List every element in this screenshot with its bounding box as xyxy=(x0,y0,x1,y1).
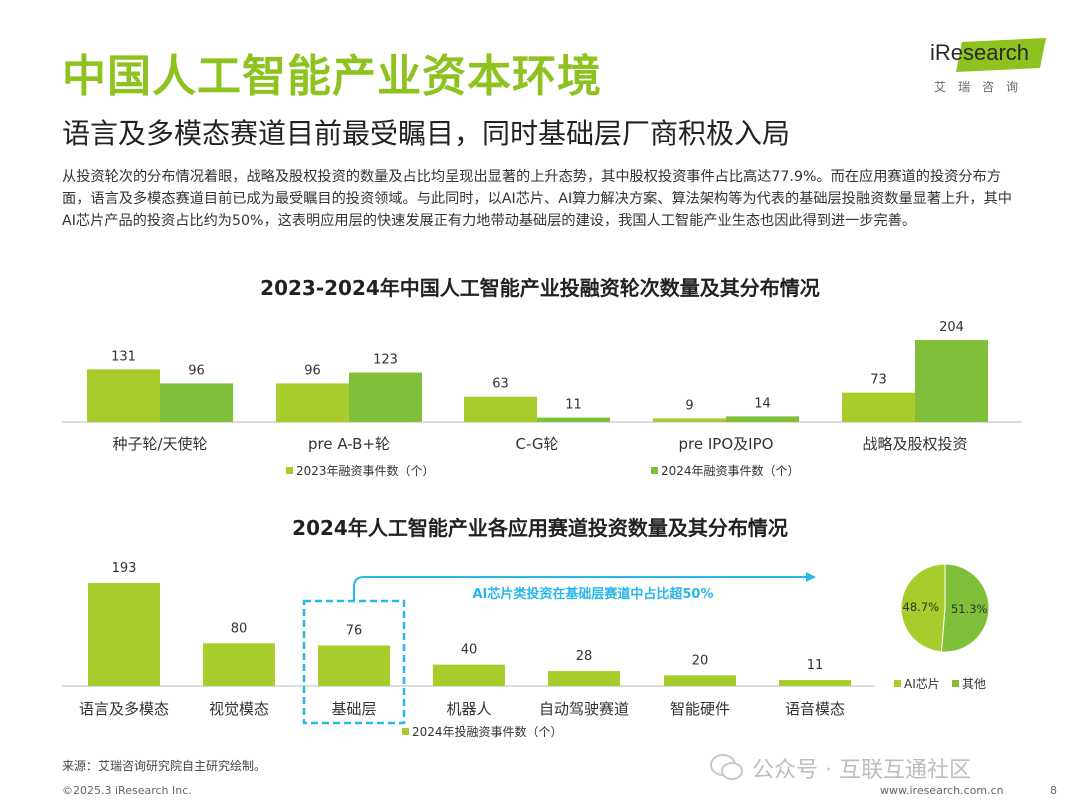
website: www.iresearch.com.cn xyxy=(880,784,1004,797)
pie-value-label: 51.3% xyxy=(951,602,988,616)
logo-name: iResearch xyxy=(930,40,1030,65)
bar-2023-1 xyxy=(276,383,349,422)
annotation-arrow-line xyxy=(353,576,808,601)
pie-legend-swatch xyxy=(894,680,901,687)
bar-5 xyxy=(664,675,736,686)
page-title: 中国人工智能产业资本环境 xyxy=(62,51,602,102)
bar-value-label: 193 xyxy=(112,561,137,576)
bar-value-label: 204 xyxy=(939,320,964,335)
bar-2 xyxy=(318,645,390,686)
annotation-text: AI芯片类投资在基础层赛道中占比超50% xyxy=(472,586,713,602)
bar-2023-3 xyxy=(653,418,726,422)
pie-legend-swatch xyxy=(952,680,959,687)
chart2-title: 2024年人工智能产业各应用赛道投资数量及其分布情况 xyxy=(292,516,788,540)
description-text: 从投资轮次的分布情况着眼，战略及股权投资的数量及占比均呈现出显著的上升态势，其中… xyxy=(62,169,1012,229)
category-label: pre A-B+轮 xyxy=(308,435,390,453)
iresearch-logo: iResearch 艾瑞咨询 xyxy=(922,38,1052,98)
pie-slice-0 xyxy=(900,563,946,653)
bar-2023-2 xyxy=(464,396,537,422)
bar-value-label: 80 xyxy=(231,621,248,636)
page-subtitle: 语言及多模态赛道目前最受瞩目，同时基础层厂商积极入局 xyxy=(62,117,791,150)
bar-value-label: 20 xyxy=(692,653,709,668)
bar-1 xyxy=(203,643,275,686)
legend-label: 2023年融资事件数（个） xyxy=(296,463,435,478)
bar-value-label: 63 xyxy=(492,377,509,392)
legend-swatch xyxy=(651,467,658,474)
legend-label: 2024年融资事件数（个） xyxy=(661,463,800,478)
pie-legend-label: 其他 xyxy=(962,677,986,691)
bar-2023-4 xyxy=(842,392,915,422)
wechat-icon xyxy=(710,754,743,780)
legend-swatch xyxy=(286,467,293,474)
bar-6 xyxy=(779,680,851,686)
bar-2023-0 xyxy=(87,369,160,422)
category-label: 机器人 xyxy=(446,700,491,718)
bar-value-label: 96 xyxy=(188,363,205,378)
copyright: ©2025.3 iResearch Inc. xyxy=(62,784,192,797)
category-label: 种子轮/天使轮 xyxy=(112,435,207,453)
category-label: pre IPO及IPO xyxy=(679,435,774,453)
legend-swatch xyxy=(402,728,409,735)
bar-3 xyxy=(433,664,505,686)
category-label: 视觉模态 xyxy=(209,700,269,718)
pie-slice-1 xyxy=(940,563,990,653)
bar-2024-0 xyxy=(160,383,233,422)
bar-value-label: 131 xyxy=(111,349,136,364)
bar-value-label: 11 xyxy=(565,398,582,413)
wechat-watermark: 公众号 · 互联互通社区 xyxy=(710,752,971,784)
bar-value-label: 40 xyxy=(461,643,478,658)
legend-label: 2024年投融资事件数（个） xyxy=(412,724,563,739)
bar-value-label: 73 xyxy=(870,373,887,388)
bar-2024-4 xyxy=(915,340,988,422)
source-note: 来源：艾瑞咨询研究院自主研究绘制。 xyxy=(62,759,267,773)
bar-value-label: 11 xyxy=(807,658,824,673)
bar-4 xyxy=(548,671,620,686)
bar-2024-3 xyxy=(726,416,799,422)
annotation-arrow-head xyxy=(806,572,816,582)
rounds-bar-chart: 131 96 种子轮/天使轮 96 123 pre A-B+轮 63 11 C-G轮 9 14 pre… xyxy=(62,320,1022,478)
watermark-text: 公众号 · 互联互通社区 xyxy=(752,758,971,783)
page-number: 8 xyxy=(1050,784,1057,797)
bar-value-label: 14 xyxy=(754,396,771,411)
logo-swoosh xyxy=(956,38,1046,72)
bar-value-label: 96 xyxy=(304,363,321,378)
bar-value-label: 28 xyxy=(576,649,593,664)
tracks-bar-chart: 193 语言及多模态 80 视觉模态 76 基础层 40 机器人 28 自动驾驶赛道 20 智能硬件 1… xyxy=(62,561,990,739)
category-label: C-G轮 xyxy=(515,435,558,453)
category-label: 自动驾驶赛道 xyxy=(539,700,629,718)
bar-0 xyxy=(88,583,160,686)
bar-value-label: 123 xyxy=(373,353,398,368)
category-label: 智能硬件 xyxy=(670,700,730,718)
bar-2024-2 xyxy=(537,417,610,422)
bar-value-label: 76 xyxy=(346,623,363,638)
bar-value-label: 9 xyxy=(685,398,693,413)
pie-legend-label: AI芯片 xyxy=(904,677,940,691)
logo-cn: 艾瑞咨询 xyxy=(934,80,1031,94)
pie-value-label: 48.7% xyxy=(903,600,940,614)
chart1-title: 2023-2024年中国人工智能产业投融资轮次数量及其分布情况 xyxy=(260,276,820,300)
category-label: 战略及股权投资 xyxy=(862,435,967,453)
category-label: 语音模态 xyxy=(785,700,845,718)
category-label: 语言及多模态 xyxy=(79,700,169,718)
category-label: 基础层 xyxy=(331,700,376,718)
bar-2024-1 xyxy=(349,372,422,422)
